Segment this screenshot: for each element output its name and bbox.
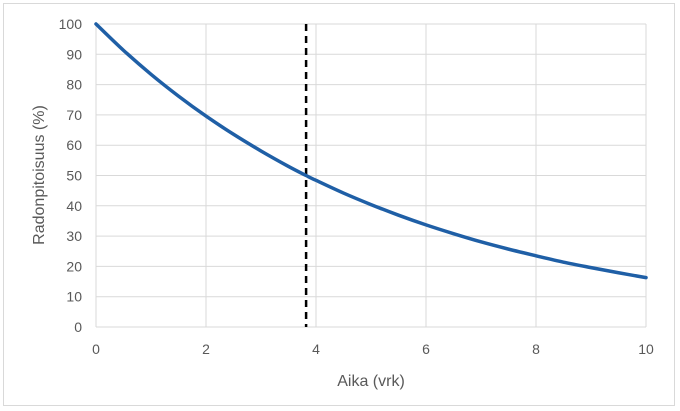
y-axis-ticks: 0 10 20 30 40 50 60 70 80 90 100 (59, 16, 83, 335)
chart-frame (3, 3, 675, 406)
x-tick-label: 10 (638, 341, 654, 357)
x-tick-label: 6 (422, 341, 430, 357)
series-group (94, 22, 648, 280)
x-tick-label: 4 (312, 341, 320, 357)
y-tick-label: 30 (66, 228, 82, 244)
radon-concentration-curve (94, 22, 648, 280)
y-tick-label: 0 (74, 319, 82, 335)
y-tick-label: 50 (66, 168, 82, 184)
y-tick-label: 90 (66, 46, 82, 62)
x-tick-label: 0 (92, 341, 100, 357)
x-axis-ticks: 0 2 4 6 8 10 (92, 341, 654, 357)
y-tick-label: 70 (66, 107, 82, 123)
y-tick-label: 100 (59, 16, 83, 32)
y-tick-label: 60 (66, 137, 82, 153)
x-axis-title: Aika (vrk) (337, 373, 405, 390)
grid (95, 23, 647, 328)
y-tick-label: 40 (66, 198, 82, 214)
x-tick-label: 8 (532, 341, 540, 357)
y-axis-title: Radonpitoisuus (%) (31, 105, 48, 245)
y-tick-label: 20 (66, 258, 82, 274)
y-tick-label: 10 (66, 289, 82, 305)
x-tick-label: 2 (202, 341, 210, 357)
y-tick-label: 80 (66, 77, 82, 93)
